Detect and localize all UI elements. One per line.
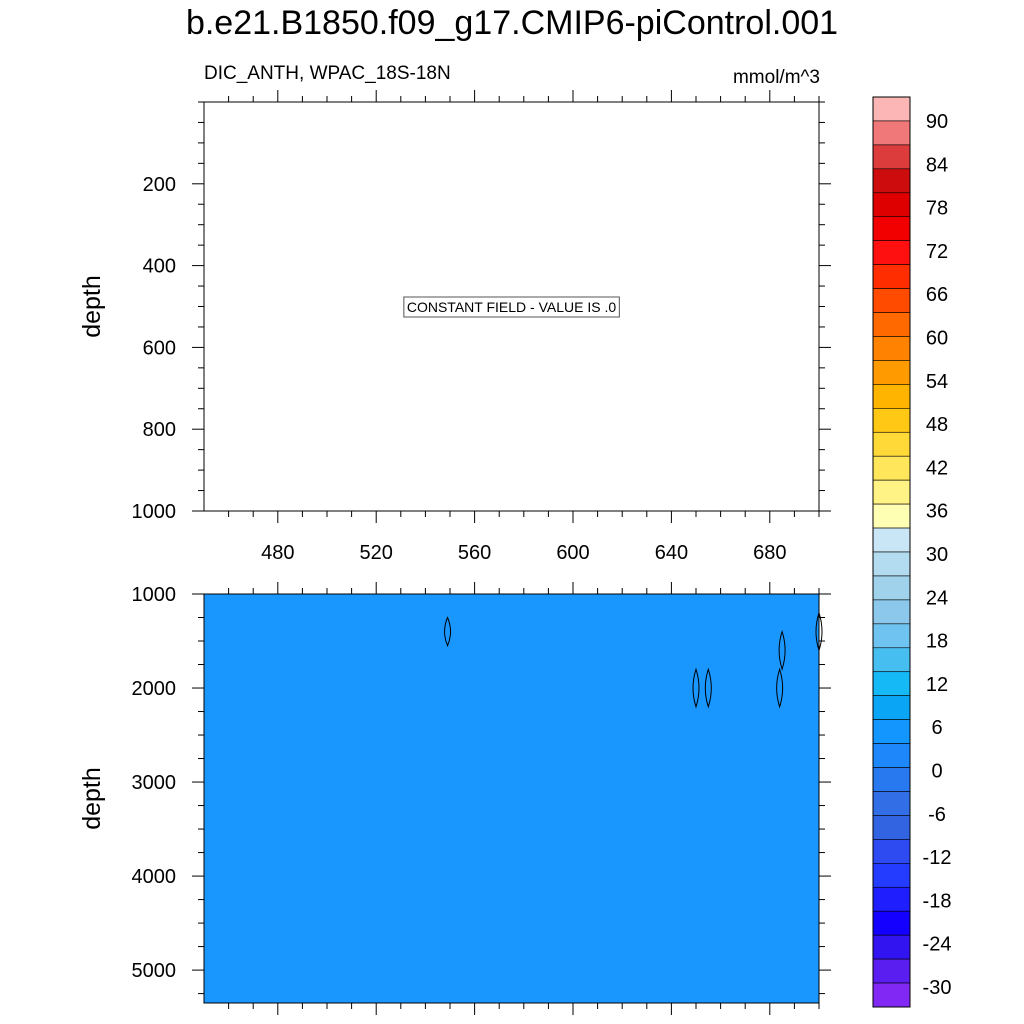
- x-tick-label: 520: [360, 542, 393, 564]
- colorbar-swatch: [872, 982, 911, 1008]
- colorbar-swatch: [872, 863, 911, 888]
- colorbar-swatch: [872, 264, 911, 289]
- x-tick-label: 480: [261, 542, 294, 564]
- plot-area-fill: [204, 102, 819, 511]
- contour-line: [776, 667, 784, 709]
- colorbar-swatch: [872, 719, 911, 744]
- x-tick-label: 600: [556, 542, 589, 564]
- colorbar-label: -12: [923, 847, 952, 869]
- colorbar-swatch: [872, 791, 911, 816]
- y-tick-label: 200: [143, 174, 176, 196]
- colorbar-swatch: [872, 767, 911, 792]
- constant-field-box: [403, 296, 620, 318]
- colorbar-label: 72: [926, 241, 948, 263]
- y-tick-label: 3000: [132, 772, 177, 794]
- colorbar-label: 24: [926, 587, 948, 609]
- contour-line: [704, 667, 712, 709]
- colorbar-label: 48: [926, 414, 948, 436]
- x-tick-label: 560: [458, 542, 491, 564]
- colorbar-swatch: [872, 408, 911, 433]
- colorbar-swatch: [872, 527, 911, 553]
- colorbar-frame: [872, 96, 911, 1008]
- colorbar-swatch: [872, 599, 911, 625]
- colorbar-swatch: [872, 671, 911, 696]
- plot-frame: [203, 593, 820, 1004]
- colorbar-label: 42: [926, 457, 948, 479]
- colorbar-swatch: [872, 360, 911, 385]
- plot-area-fill: [204, 594, 819, 1003]
- colorbar-label: 84: [926, 154, 948, 176]
- colorbar-label: -24: [923, 934, 952, 956]
- y-tick-label: 2000: [132, 678, 177, 700]
- colorbar-swatch: [872, 240, 911, 265]
- colorbar-swatch: [872, 934, 911, 960]
- colorbar-swatch: [872, 216, 911, 241]
- colorbar-swatch: [872, 192, 911, 218]
- colorbar-label: 90: [926, 111, 948, 133]
- colorbar-swatch: [872, 431, 911, 457]
- colorbar-label: 6: [931, 717, 942, 739]
- colorbar-swatch: [872, 815, 911, 840]
- colorbar-label: -18: [923, 890, 952, 912]
- colorbar-swatch: [872, 551, 911, 577]
- colorbar-label: -30: [923, 977, 952, 999]
- main-title: b.e21.B1850.f09_g17.CMIP6-piControl.001: [185, 4, 839, 42]
- colorbar-swatch: [872, 575, 911, 601]
- colorbar-swatch: [872, 910, 911, 936]
- colorbar-swatch: [872, 384, 911, 409]
- colorbar: 908478726660544842363024181260-6-12-18-2…: [872, 96, 952, 1008]
- colorbar-swatch: [872, 958, 911, 984]
- y-tick-label: 1000: [132, 584, 177, 606]
- colorbar-label: 0: [931, 761, 942, 783]
- colorbar-label: 36: [926, 501, 948, 523]
- colorbar-swatch: [872, 168, 911, 194]
- colorbar-label: -6: [928, 804, 946, 826]
- colorbar-swatch: [872, 743, 911, 768]
- constant-field-note: CONSTANT FIELD - VALUE IS .0: [407, 299, 616, 315]
- units-subtitle: mmol/m^3: [732, 67, 820, 88]
- colorbar-swatch: [872, 455, 911, 481]
- colorbar-swatch: [872, 312, 911, 337]
- y-tick-label: 4000: [132, 866, 177, 888]
- colorbar-label: 66: [926, 284, 948, 306]
- colorbar-swatch: [872, 144, 911, 170]
- contour-line: [778, 629, 786, 671]
- colorbar-swatch: [872, 120, 911, 146]
- contour-line: [444, 616, 452, 647]
- y-axis-label: depth: [78, 767, 106, 830]
- x-tick-label: 640: [655, 542, 688, 564]
- lower-panel: 1000 2000 3000 4000 5000 depth: [78, 582, 831, 1015]
- colorbar-label: 30: [926, 544, 948, 566]
- colorbar-label: 54: [926, 371, 948, 393]
- y-tick-label: 800: [143, 419, 176, 441]
- colorbar-label: 60: [926, 328, 948, 350]
- contour-line: [692, 667, 700, 709]
- colorbar-label: 12: [926, 674, 948, 696]
- colorbar-swatch: [872, 336, 911, 361]
- x-tick-label: 680: [753, 542, 786, 564]
- y-tick-label: 400: [143, 256, 176, 278]
- colorbar-swatch: [872, 623, 911, 649]
- y-tick-label: 600: [143, 337, 176, 359]
- variable-region-subtitle: DIC_ANTH, WPAC_18S-18N: [204, 63, 451, 84]
- colorbar-label: 78: [926, 198, 948, 220]
- colorbar-swatch: [872, 288, 911, 313]
- colorbar-swatch: [872, 695, 911, 720]
- colorbar-swatch: [872, 839, 911, 864]
- y-tick-label: 5000: [132, 960, 177, 982]
- colorbar-label: 18: [926, 631, 948, 653]
- colorbar-swatch: [872, 886, 911, 912]
- colorbar-swatch: [872, 647, 911, 673]
- colorbar-swatch: [872, 503, 911, 529]
- upper-panel: 200 400 600 800 1000 480 520 560 600 640 680 depth C…: [78, 90, 831, 564]
- y-axis-label: depth: [78, 275, 106, 338]
- y-tick-label: 1000: [132, 501, 177, 523]
- colorbar-swatch: [872, 479, 911, 505]
- colorbar-swatch: [872, 96, 911, 122]
